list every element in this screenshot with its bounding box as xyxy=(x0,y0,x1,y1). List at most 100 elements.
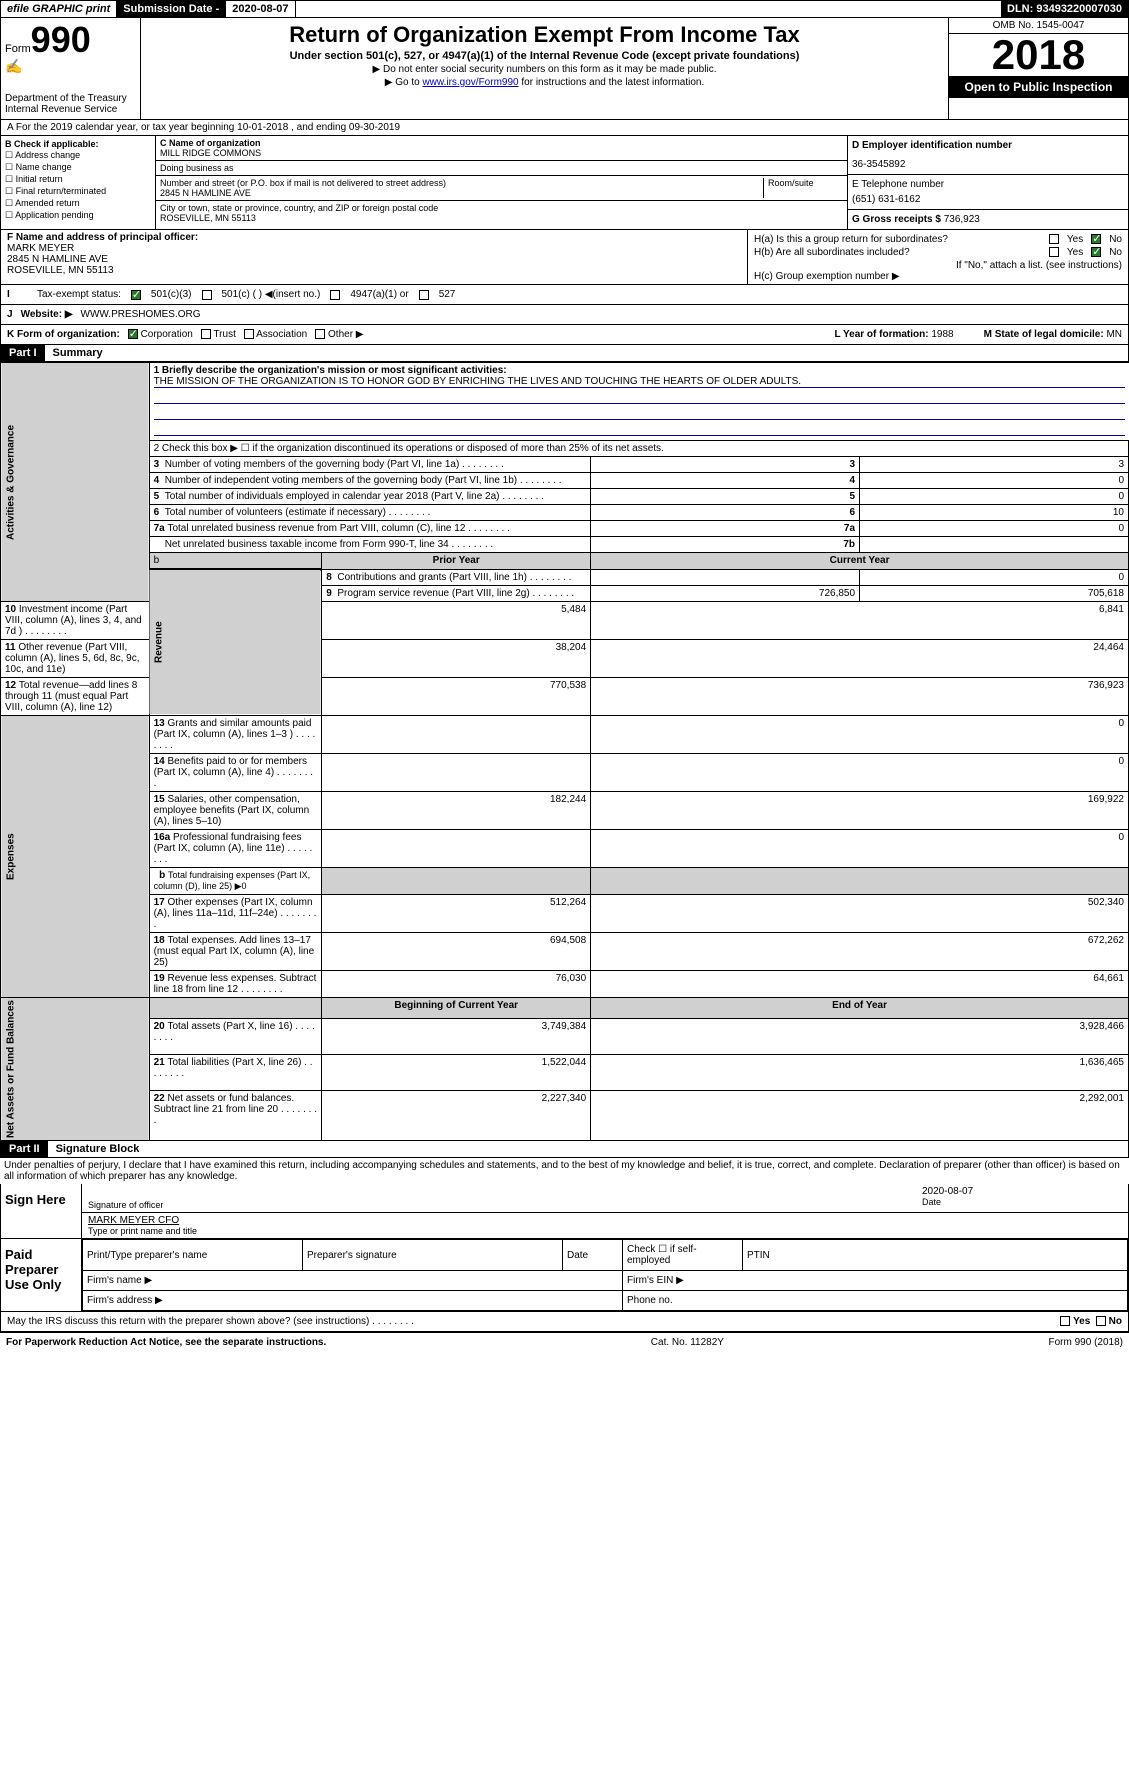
officer-label: F Name and address of principal officer: xyxy=(7,232,741,243)
instruction-2: ▶ Go to www.irs.gov/Form990 for instruct… xyxy=(145,77,944,88)
cb-address-change[interactable]: ☐ Address change xyxy=(5,150,151,161)
form-word: Form xyxy=(5,43,31,55)
part-2-header: Part II Signature Block xyxy=(0,1141,1129,1158)
hc-label: H(c) Group exemption number ▶ xyxy=(754,271,1122,282)
hb-note: If "No," attach a list. (see instruction… xyxy=(754,260,1122,271)
website-value: WWW.PRESHOMES.ORG xyxy=(81,309,201,320)
form-title: Return of Organization Exempt From Incom… xyxy=(145,22,944,48)
hb-yes[interactable] xyxy=(1049,247,1059,257)
cb-amended[interactable]: ☐ Amended return xyxy=(5,198,151,209)
top-bar: efile GRAPHIC print Submission Date - 20… xyxy=(0,0,1129,18)
dba-label: Doing business as xyxy=(160,163,843,173)
line16a-text: Professional fundraising fees (Part IX, … xyxy=(154,832,313,865)
part-1-header: Part I Summary xyxy=(0,345,1129,362)
col-b-label: B Check if applicable: xyxy=(5,139,151,149)
form-number: 990 xyxy=(31,19,91,60)
cb-assoc[interactable] xyxy=(244,329,254,339)
line5-val: 0 xyxy=(860,489,1129,505)
part2-badge: Part II xyxy=(1,1141,48,1157)
cb-501c[interactable] xyxy=(202,290,212,300)
submission-label: Submission Date - xyxy=(117,1,226,17)
page-footer: For Paperwork Reduction Act Notice, see … xyxy=(0,1332,1129,1352)
tel-label: E Telephone number xyxy=(852,179,1124,190)
line5-text: Total number of individuals employed in … xyxy=(165,491,544,502)
section-fh: F Name and address of principal officer:… xyxy=(0,230,1129,285)
officer-name: MARK MEYER xyxy=(7,243,741,254)
prep-sig-label: Preparer's signature xyxy=(303,1240,563,1271)
mission-label: 1 Briefly describe the organization's mi… xyxy=(154,365,1125,376)
form-org-label: K Form of organization: xyxy=(7,329,120,340)
dept-treasury: Department of the Treasury Internal Reve… xyxy=(5,93,136,115)
prep-ptin: PTIN xyxy=(743,1240,1128,1271)
line21-text: Total liabilities (Part X, line 26) xyxy=(154,1057,313,1079)
hb-label: H(b) Are all subordinates included? xyxy=(754,247,910,258)
cb-527[interactable] xyxy=(419,290,429,300)
ein-value: 36-3545892 xyxy=(852,159,1124,170)
cb-trust[interactable] xyxy=(201,329,211,339)
discuss-row: May the IRS discuss this return with the… xyxy=(0,1312,1129,1332)
paid-preparer-label: Paid Preparer Use Only xyxy=(1,1239,81,1311)
line3-val: 3 xyxy=(860,457,1129,473)
ha-yes[interactable] xyxy=(1049,234,1059,244)
form-header: Form990 ✍ Department of the Treasury Int… xyxy=(0,18,1129,120)
sign-here-label: Sign Here xyxy=(1,1184,81,1238)
col-f-officer: F Name and address of principal officer:… xyxy=(1,230,748,284)
col-h-group: H(a) Is this a group return for subordin… xyxy=(748,230,1128,284)
discuss-no[interactable] xyxy=(1096,1316,1106,1326)
cb-initial-return[interactable]: ☐ Initial return xyxy=(5,174,151,185)
cb-application[interactable]: ☐ Application pending xyxy=(5,210,151,221)
firm-phone-label: Phone no. xyxy=(623,1291,1128,1311)
part1-title: Summary xyxy=(45,345,111,361)
sig-date: 2020-08-07 xyxy=(922,1186,1122,1197)
dln: DLN: 93493220007030 xyxy=(1001,1,1128,17)
line4-val: 0 xyxy=(860,473,1129,489)
side-net-assets: Net Assets or Fund Balances xyxy=(1,998,150,1141)
discuss-text: May the IRS discuss this return with the… xyxy=(7,1316,414,1327)
line10-text: Investment income (Part VIII, column (A)… xyxy=(5,604,142,637)
cb-final-return[interactable]: ☐ Final return/terminated xyxy=(5,186,151,197)
line7a-val: 0 xyxy=(860,521,1129,537)
line15-text: Salaries, other compensation, employee b… xyxy=(154,794,310,827)
cb-corp[interactable] xyxy=(128,329,138,339)
city-label: City or town, state or province, country… xyxy=(160,203,843,213)
line13-text: Grants and similar amounts paid (Part IX… xyxy=(154,718,316,751)
line6-val: 10 xyxy=(860,505,1129,521)
cb-name-change[interactable]: ☐ Name change xyxy=(5,162,151,173)
side-governance: Activities & Governance xyxy=(1,363,150,602)
line16b-text: Total fundraising expenses (Part IX, col… xyxy=(154,870,311,891)
discuss-yes[interactable] xyxy=(1060,1316,1070,1326)
cb-4947[interactable] xyxy=(330,290,340,300)
addr-value: 2845 N HAMLINE AVE xyxy=(160,188,763,198)
line7a-text: Total unrelated business revenue from Pa… xyxy=(167,523,509,534)
sig-date-label: Date xyxy=(922,1197,1122,1207)
firm-addr-label: Firm's address ▶ xyxy=(83,1291,623,1311)
row-a-period: A For the 2019 calendar year, or tax yea… xyxy=(0,120,1129,136)
form-subtitle: Under section 501(c), 527, or 4947(a)(1)… xyxy=(145,50,944,62)
line11-text: Other revenue (Part VIII, column (A), li… xyxy=(5,642,140,675)
line2-discontinued: 2 Check this box ▶ ☐ if the organization… xyxy=(149,441,1128,457)
city-value: ROSEVILLE, MN 55113 xyxy=(160,213,843,223)
officer-addr1: 2845 N HAMLINE AVE xyxy=(7,254,741,265)
tax-year: 2018 xyxy=(949,34,1128,76)
year-formation: 1988 xyxy=(931,329,953,340)
line14-text: Benefits paid to or for members (Part IX… xyxy=(154,756,314,789)
preparer-section: Paid Preparer Use Only Print/Type prepar… xyxy=(0,1239,1129,1312)
line12-text: Total revenue—add lines 8 through 11 (mu… xyxy=(5,680,137,713)
cb-501c3[interactable] xyxy=(131,290,141,300)
section-bcd: B Check if applicable: ☐ Address change … xyxy=(0,136,1129,230)
signature-section: Sign Here Signature of officer 2020-08-0… xyxy=(0,1184,1129,1239)
hb-no[interactable] xyxy=(1091,247,1101,257)
ha-no[interactable] xyxy=(1091,234,1101,244)
footer-left: For Paperwork Reduction Act Notice, see … xyxy=(6,1337,326,1348)
org-name-label: C Name of organization xyxy=(160,138,843,148)
mission-text: THE MISSION OF THE ORGANIZATION IS TO HO… xyxy=(154,376,1125,388)
efile-label[interactable]: efile GRAPHIC print xyxy=(1,1,117,17)
end-year-hdr: End of Year xyxy=(591,998,1129,1019)
line22-text: Net assets or fund balances. Subtract li… xyxy=(154,1093,317,1126)
prep-selfemp[interactable]: Check ☐ if self-employed xyxy=(623,1240,743,1271)
row-j-website: J Website: ▶ WWW.PRESHOMES.ORG xyxy=(0,305,1129,325)
line6-text: Total number of volunteers (estimate if … xyxy=(165,507,431,518)
irs-link[interactable]: www.irs.gov/Form990 xyxy=(422,77,518,88)
gross-value: 736,923 xyxy=(944,214,980,225)
cb-other[interactable] xyxy=(315,329,325,339)
